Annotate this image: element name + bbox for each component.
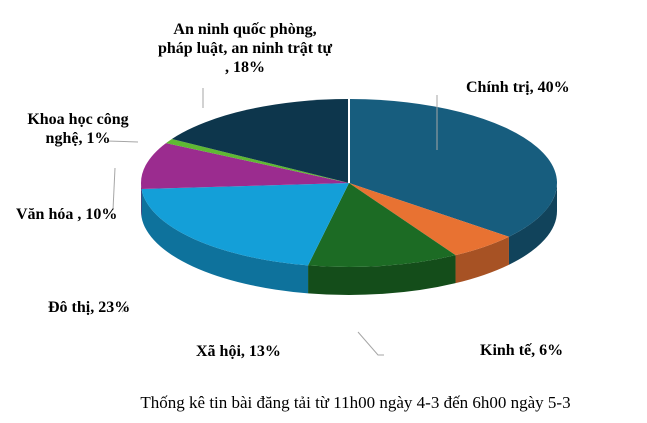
- leader-line-do-thi: [121, 304, 129, 313]
- label-khoa-hoc: Khoa học công nghệ, 1%: [27, 111, 129, 147]
- slice-4-văn: [141, 143, 349, 189]
- label-chinh-tri: Chính trị, 40%: [466, 79, 570, 96]
- slice-side-2: [308, 255, 456, 295]
- chart-caption: Thống kê tin bài đăng tải từ 11h00 ngày …: [140, 393, 571, 412]
- slice-3-đô: [141, 183, 349, 266]
- label-van-hoa: Văn hóa , 10%: [16, 206, 118, 223]
- label-do-thi: Đô thị, 23%: [48, 299, 131, 316]
- slice-side-1: [455, 236, 509, 284]
- slice-1-kinh: [349, 183, 509, 256]
- leader-line-khoa-hoc: [106, 140, 139, 143]
- slice-side-4: [141, 183, 142, 217]
- label-xa-hoi: Xã hội, 13%: [196, 343, 281, 360]
- slice-2-xã: [308, 183, 456, 268]
- leader-line-van-hoa: [112, 167, 116, 211]
- label-kinh-te: Kinh tế, 6%: [480, 342, 564, 359]
- slice-side-3: [141, 188, 309, 294]
- slice-side-0: [508, 183, 557, 265]
- label-an-ninh: An ninh quốc phòng, pháp luật, an ninh t…: [157, 21, 333, 76]
- slice-0-chính: [349, 99, 558, 237]
- leader-line-kinh-te: [357, 331, 384, 356]
- slice-5-khoa: [165, 138, 349, 183]
- slice-6-an: [171, 99, 349, 183]
